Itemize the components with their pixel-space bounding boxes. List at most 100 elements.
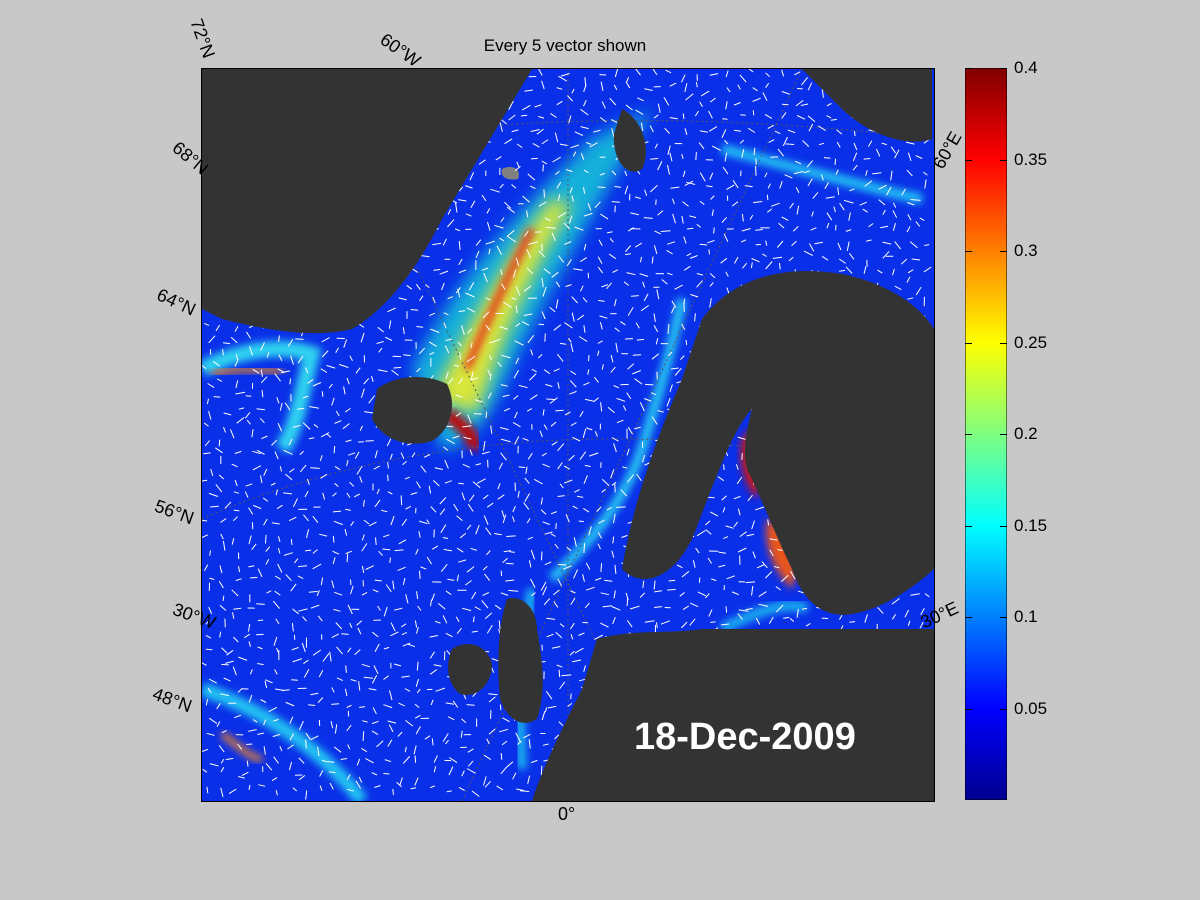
- current-vector: [725, 271, 729, 277]
- current-vector: [432, 242, 442, 246]
- current-vector: [894, 285, 902, 291]
- current-vector: [481, 451, 491, 455]
- current-vector: [582, 428, 587, 438]
- current-vector: [488, 696, 496, 703]
- current-vector: [383, 704, 393, 709]
- current-vector: [442, 537, 449, 539]
- current-vector: [308, 590, 318, 593]
- current-vector: [435, 687, 446, 692]
- current-vector: [426, 556, 433, 565]
- current-vector: [414, 703, 420, 708]
- current-vector: [291, 647, 299, 651]
- current-vector: [544, 217, 551, 222]
- current-vector: [349, 622, 353, 629]
- current-vector: [308, 437, 315, 440]
- current-vector: [620, 321, 626, 326]
- map-panel[interactable]: [201, 68, 935, 802]
- current-vector: [257, 646, 263, 650]
- current-vector: [580, 257, 587, 263]
- current-vector: [343, 339, 348, 348]
- current-vector: [588, 526, 592, 536]
- current-vector: [695, 82, 698, 88]
- current-vector: [725, 101, 728, 110]
- current-vector: [733, 102, 741, 106]
- current-vector: [458, 482, 464, 485]
- current-vector: [586, 142, 592, 145]
- current-vector: [574, 131, 584, 136]
- current-vector: [446, 438, 455, 445]
- current-vector: [527, 775, 531, 784]
- current-vector: [260, 342, 265, 351]
- current-vector: [383, 646, 390, 650]
- current-vector: [259, 417, 265, 424]
- current-vector: [388, 724, 394, 733]
- current-vector: [411, 452, 416, 458]
- current-vector: [554, 543, 559, 549]
- current-vector: [263, 746, 266, 755]
- current-vector: [458, 186, 464, 192]
- current-vector: [234, 325, 239, 332]
- colorbar-tick-mark: [1000, 68, 1007, 69]
- current-vector: [236, 417, 245, 424]
- current-vector: [611, 437, 619, 442]
- current-vector: [578, 632, 585, 636]
- current-vector: [329, 651, 332, 662]
- current-vector: [251, 543, 257, 551]
- current-vector: [540, 581, 547, 591]
- current-vector: [400, 495, 403, 506]
- current-vector: [924, 179, 927, 189]
- current-vector: [709, 172, 714, 180]
- current-vector: [751, 585, 754, 596]
- current-vector: [398, 297, 407, 301]
- current-vector: [907, 620, 911, 626]
- current-vector: [268, 706, 278, 713]
- current-vector: [653, 245, 658, 255]
- current-vector: [350, 585, 354, 595]
- current-vector: [402, 460, 407, 466]
- current-vector: [346, 788, 354, 792]
- current-vector: [683, 265, 691, 271]
- current-vector: [467, 328, 473, 334]
- current-vector: [565, 514, 570, 523]
- current-vector: [490, 425, 493, 434]
- current-vector: [613, 590, 616, 599]
- current-vector: [401, 631, 408, 636]
- current-vector: [626, 392, 632, 400]
- current-vector: [758, 591, 767, 598]
- current-vector: [915, 221, 921, 227]
- colorbar-tick-mark: [1000, 708, 1007, 710]
- current-vector: [563, 222, 571, 230]
- current-vector: [550, 511, 558, 515]
- current-vector: [785, 143, 795, 145]
- current-vector: [599, 172, 605, 176]
- current-vector: [298, 757, 305, 764]
- current-vector: [667, 145, 671, 156]
- current-vector: [426, 519, 430, 525]
- current-vector: [722, 166, 729, 175]
- current-vector: [632, 370, 641, 375]
- current-vector: [292, 498, 298, 508]
- current-vector: [821, 88, 824, 98]
- current-vector: [611, 550, 615, 558]
- current-vector: [331, 633, 339, 639]
- current-vector: [708, 609, 713, 617]
- current-vector: [467, 760, 474, 767]
- current-vector: [580, 108, 589, 116]
- current-vector: [298, 775, 306, 781]
- current-vector: [597, 340, 603, 344]
- current-vector: [541, 277, 544, 288]
- current-vector: [274, 669, 278, 675]
- current-vector: [380, 509, 388, 513]
- current-vector: [500, 217, 505, 223]
- current-vector: [558, 669, 561, 678]
- current-vector: [722, 507, 726, 513]
- current-vector: [469, 171, 475, 181]
- current-vector: [328, 771, 336, 774]
- current-vector: [328, 383, 333, 389]
- current-vector: [585, 586, 595, 591]
- current-vector: [764, 113, 773, 119]
- current-vector: [404, 746, 407, 753]
- current-vector: [400, 452, 405, 460]
- current-vector: [534, 104, 542, 108]
- current-vector: [814, 241, 823, 245]
